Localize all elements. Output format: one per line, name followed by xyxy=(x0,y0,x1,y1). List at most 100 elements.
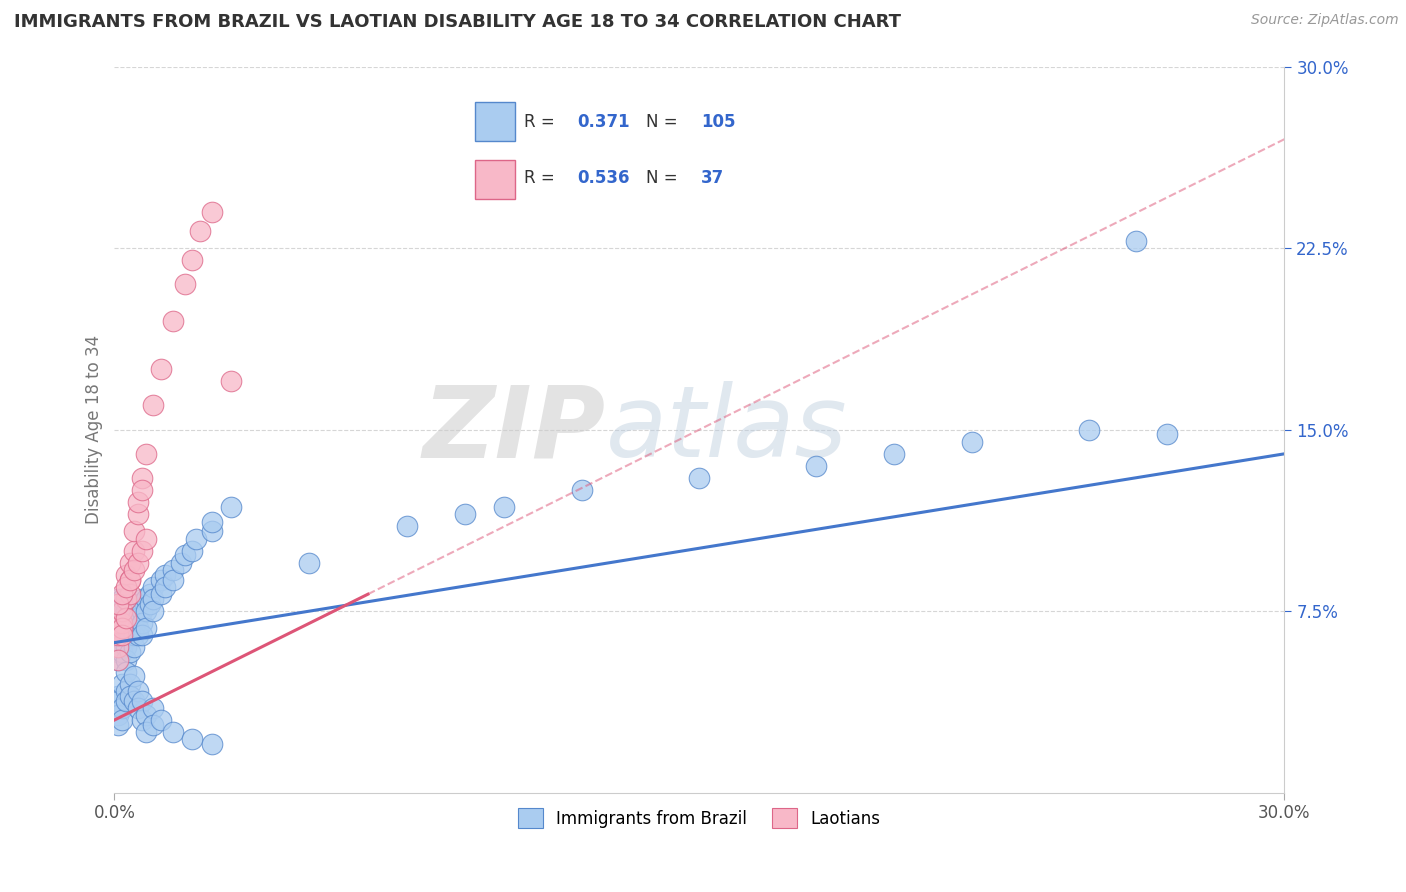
Point xyxy=(111,604,134,618)
Point xyxy=(118,677,141,691)
Point xyxy=(115,592,138,607)
Point xyxy=(131,694,153,708)
Point xyxy=(150,587,173,601)
Point xyxy=(118,587,141,601)
Point xyxy=(201,515,224,529)
Point xyxy=(201,204,224,219)
Point xyxy=(127,556,149,570)
Point xyxy=(127,508,149,522)
Point xyxy=(122,604,145,618)
Point xyxy=(122,628,145,642)
Point xyxy=(118,689,141,703)
Point xyxy=(142,604,165,618)
Legend: Immigrants from Brazil, Laotians: Immigrants from Brazil, Laotians xyxy=(512,802,887,835)
Point xyxy=(115,592,138,607)
Point xyxy=(107,592,129,607)
Point xyxy=(107,621,129,635)
Point xyxy=(107,640,129,655)
Point xyxy=(142,399,165,413)
Point xyxy=(127,701,149,715)
Point xyxy=(142,701,165,715)
Point xyxy=(131,616,153,631)
Point xyxy=(118,645,141,659)
Point xyxy=(118,556,141,570)
Point xyxy=(135,592,157,607)
Point xyxy=(1156,427,1178,442)
Point xyxy=(122,563,145,577)
Point xyxy=(170,556,193,570)
Point xyxy=(111,587,134,601)
Point xyxy=(115,611,138,625)
Point xyxy=(142,592,165,607)
Point xyxy=(131,483,153,497)
Point xyxy=(107,628,129,642)
Point xyxy=(298,556,321,570)
Point xyxy=(135,604,157,618)
Point xyxy=(111,628,134,642)
Point xyxy=(111,640,134,655)
Point xyxy=(115,604,138,618)
Point xyxy=(107,597,129,611)
Point xyxy=(118,573,141,587)
Point xyxy=(150,713,173,727)
Point xyxy=(186,532,208,546)
Text: ZIP: ZIP xyxy=(423,381,606,478)
Point xyxy=(494,500,516,514)
Point xyxy=(107,616,129,631)
Point xyxy=(188,224,211,238)
Point xyxy=(111,701,134,715)
Point xyxy=(107,652,129,666)
Point xyxy=(118,616,141,631)
Point xyxy=(162,563,184,577)
Point xyxy=(138,597,160,611)
Point xyxy=(221,374,243,388)
Point xyxy=(131,713,153,727)
Point xyxy=(153,580,176,594)
Point xyxy=(162,573,184,587)
Point xyxy=(115,652,138,666)
Point xyxy=(181,543,204,558)
Point xyxy=(115,567,138,582)
Point xyxy=(107,628,129,642)
Point xyxy=(131,471,153,485)
Point xyxy=(107,633,129,648)
Point xyxy=(153,567,176,582)
Point xyxy=(181,253,204,268)
Point xyxy=(111,616,134,631)
Point xyxy=(118,621,141,635)
Point xyxy=(131,604,153,618)
Point xyxy=(962,434,984,449)
Point xyxy=(131,628,153,642)
Point xyxy=(127,684,149,698)
Point xyxy=(221,500,243,514)
Point xyxy=(122,669,145,683)
Point xyxy=(162,314,184,328)
Point xyxy=(131,592,153,607)
Point xyxy=(1078,423,1101,437)
Point xyxy=(201,524,224,539)
Point xyxy=(127,495,149,509)
Point xyxy=(115,640,138,655)
Point xyxy=(118,597,141,611)
Point xyxy=(122,543,145,558)
Point xyxy=(883,447,905,461)
Point xyxy=(122,694,145,708)
Point xyxy=(135,621,157,635)
Point xyxy=(115,665,138,679)
Text: Source: ZipAtlas.com: Source: ZipAtlas.com xyxy=(1251,13,1399,28)
Point xyxy=(142,580,165,594)
Point xyxy=(127,597,149,611)
Point xyxy=(115,616,138,631)
Point xyxy=(1125,234,1147,248)
Point xyxy=(150,573,173,587)
Point xyxy=(142,718,165,732)
Point xyxy=(107,640,129,655)
Point xyxy=(131,543,153,558)
Point xyxy=(107,616,129,631)
Point xyxy=(127,628,149,642)
Point xyxy=(395,519,418,533)
Point xyxy=(107,652,129,666)
Point xyxy=(454,508,477,522)
Y-axis label: Disability Age 18 to 34: Disability Age 18 to 34 xyxy=(86,335,103,524)
Point xyxy=(115,621,138,635)
